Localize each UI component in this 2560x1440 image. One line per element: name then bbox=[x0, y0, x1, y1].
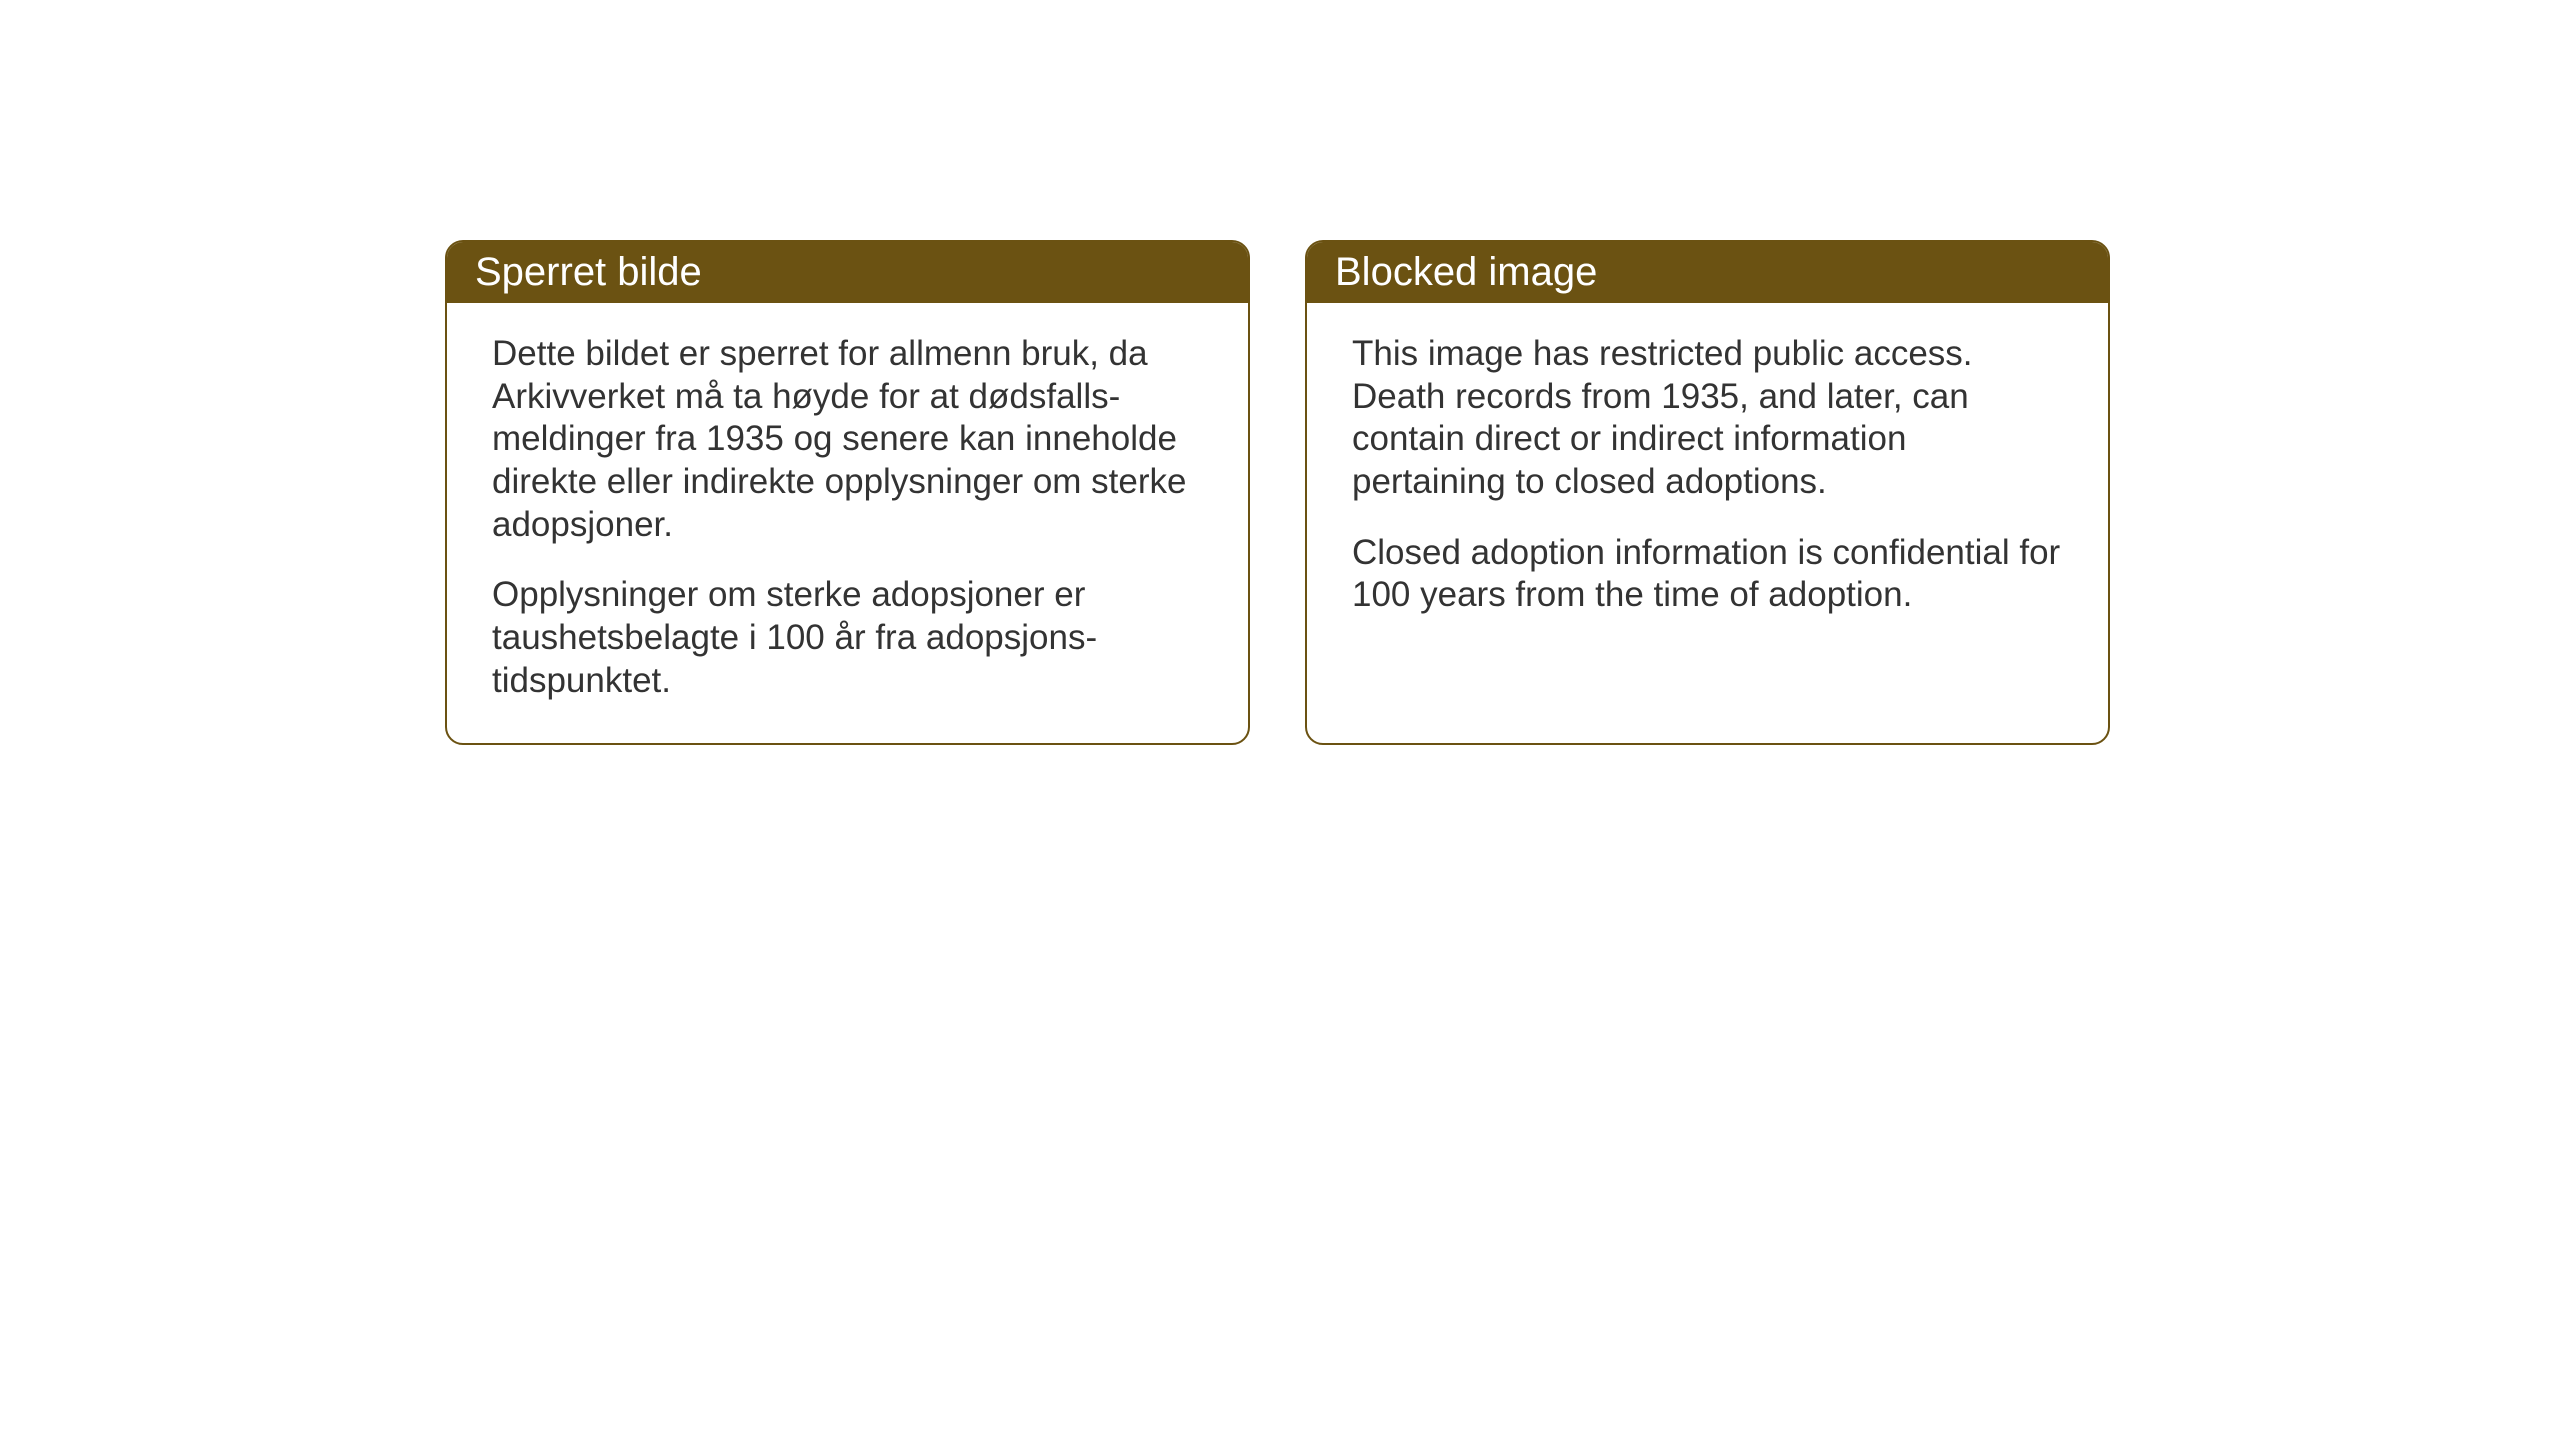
notice-paragraph-1-english: This image has restricted public access.… bbox=[1352, 333, 2063, 504]
notice-title-norwegian: Sperret bilde bbox=[475, 250, 702, 294]
notice-title-english: Blocked image bbox=[1335, 250, 1597, 294]
notice-container: Sperret bilde Dette bildet er sperret fo… bbox=[445, 240, 2110, 745]
notice-paragraph-2-norwegian: Opplysninger om sterke adopsjoner er tau… bbox=[492, 574, 1203, 702]
notice-paragraph-1-norwegian: Dette bildet er sperret for allmenn bruk… bbox=[492, 333, 1203, 546]
notice-card-english: Blocked image This image has restricted … bbox=[1305, 240, 2110, 745]
notice-header-norwegian: Sperret bilde bbox=[447, 242, 1248, 303]
notice-header-english: Blocked image bbox=[1307, 242, 2108, 303]
notice-body-norwegian: Dette bildet er sperret for allmenn bruk… bbox=[447, 303, 1248, 743]
notice-body-english: This image has restricted public access.… bbox=[1307, 303, 2108, 723]
notice-paragraph-2-english: Closed adoption information is confident… bbox=[1352, 532, 2063, 617]
notice-card-norwegian: Sperret bilde Dette bildet er sperret fo… bbox=[445, 240, 1250, 745]
